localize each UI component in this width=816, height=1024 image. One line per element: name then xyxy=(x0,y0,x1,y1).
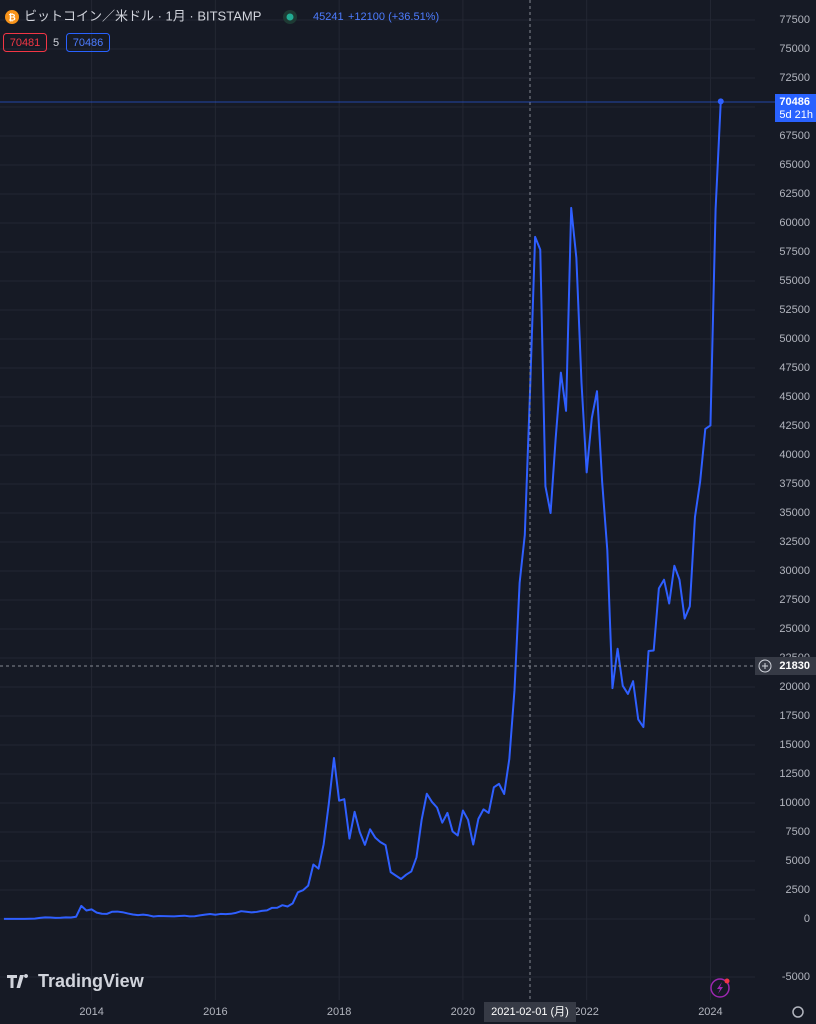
header-price: 45241 xyxy=(313,11,344,23)
bid-box[interactable] xyxy=(3,33,47,52)
grid xyxy=(0,0,755,1000)
y-tick-label: 10000 xyxy=(779,797,810,809)
header-change: +12100 (+36.51%) xyxy=(348,11,439,23)
y-tick-label: 25000 xyxy=(779,623,810,635)
x-tick-label: 2024 xyxy=(698,1006,722,1018)
y-tick-label: 12500 xyxy=(779,768,810,780)
y-tick-label: 30000 xyxy=(779,565,810,577)
y-tick-label: 52500 xyxy=(779,304,810,316)
x-tick-label: 2014 xyxy=(79,1006,103,1018)
last-price-box xyxy=(775,94,816,122)
coin-icon xyxy=(5,10,19,24)
y-tick-label: 40000 xyxy=(779,449,810,461)
add-icon[interactable] xyxy=(758,659,772,673)
y-tick-label: 2500 xyxy=(786,884,810,896)
flash-glyph xyxy=(717,982,723,994)
y-tick-label: 67500 xyxy=(779,130,810,142)
y-tick-label: 60000 xyxy=(779,217,810,229)
crosshair-price: 21830 xyxy=(779,660,810,672)
countdown: 5d 21h xyxy=(779,109,813,121)
y-tick-label: 62500 xyxy=(779,188,810,200)
last-price: 70486 xyxy=(779,96,810,108)
y-tick-label: 55000 xyxy=(779,275,810,287)
flash-badge xyxy=(724,978,730,984)
status-dot xyxy=(286,13,294,21)
price-line xyxy=(3,101,722,920)
y-tick-label: 17500 xyxy=(779,710,810,722)
crosshair-date: 2021-02-01 (月) xyxy=(491,1006,569,1018)
brand[interactable]: TradingView xyxy=(38,971,145,991)
ask-box[interactable] xyxy=(66,33,110,52)
y-tick-label: 45000 xyxy=(779,391,810,403)
y-tick-label: 75000 xyxy=(779,43,810,55)
y-tick-label: 72500 xyxy=(779,72,810,84)
crosshair-date-box xyxy=(484,1002,576,1022)
x-tick-label: 2018 xyxy=(327,1006,351,1018)
axes: -5000 0 2500 5000 7500 10000 12500 15000 17500 20… xyxy=(79,14,810,1018)
x-tick-label: 2022 xyxy=(574,1006,598,1018)
symbol-title[interactable]: ビットコイン／米ドル · 1月 · BITSTAMP xyxy=(24,8,261,23)
y-tick-label: 65000 xyxy=(779,159,810,171)
ask: 70486 xyxy=(73,37,104,49)
y-tick-label: 37500 xyxy=(779,478,810,490)
bid: 70481 xyxy=(10,37,41,49)
y-tick-label: 15000 xyxy=(779,739,810,751)
y-tick-label: 5000 xyxy=(786,855,810,867)
y-tick-label: 7500 xyxy=(786,826,810,838)
y-tick-label: 50000 xyxy=(779,333,810,345)
y-tick-label: 32500 xyxy=(779,536,810,548)
y-tick-label: 35000 xyxy=(779,507,810,519)
coin-glyph: ₿ xyxy=(8,12,15,22)
brand-logo xyxy=(7,974,29,988)
add-icon-plus xyxy=(762,663,768,669)
crosshair-price-box xyxy=(755,657,816,675)
y-tick-label: 20000 xyxy=(779,681,810,693)
y-tick-label: 0 xyxy=(804,913,810,925)
y-tick-label: 27500 xyxy=(779,594,810,606)
y-tick-label: 47500 xyxy=(779,362,810,374)
flash-icon[interactable] xyxy=(710,978,730,998)
y-tick-label: 42500 xyxy=(779,420,810,432)
spread: 5 xyxy=(53,37,59,49)
last-point xyxy=(717,98,724,105)
x-tick-label: 2020 xyxy=(451,1006,475,1018)
settings-icon[interactable] xyxy=(792,1006,804,1018)
plot xyxy=(3,98,724,920)
x-tick-label: 2016 xyxy=(203,1006,227,1018)
y-tick-label: 77500 xyxy=(779,14,810,26)
y-tick-label: 57500 xyxy=(779,246,810,258)
y-tick-label: -5000 xyxy=(782,971,810,983)
